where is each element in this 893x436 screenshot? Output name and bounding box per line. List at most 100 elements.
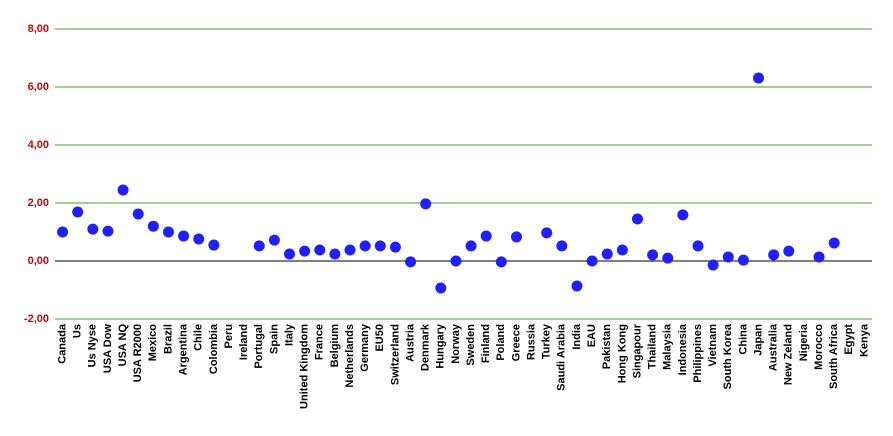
x-tick-label: India (571, 323, 583, 350)
dot (344, 244, 356, 256)
dot (586, 255, 598, 267)
y-tick-label: 4,00 (28, 139, 49, 151)
dot (571, 280, 583, 292)
dot (117, 184, 129, 196)
x-tick-label: France (314, 324, 326, 360)
x-tick-label: Russia (525, 323, 537, 360)
x-tick-label: Kenya (858, 323, 870, 357)
x-tick-label: Morocco (813, 324, 825, 370)
x-tick-label: New Zeland (783, 324, 795, 385)
x-tick-label: Hungary (435, 323, 447, 369)
dot (314, 244, 326, 256)
dot (480, 230, 492, 242)
dot (631, 213, 643, 225)
dot (193, 233, 205, 245)
x-tick-label: Turkey (541, 323, 553, 359)
dot (374, 240, 386, 252)
dot (147, 220, 159, 232)
x-tick-label: Peru (223, 324, 235, 348)
y-tick-label: 8,00 (28, 23, 49, 35)
x-tick-label: Portugal (253, 324, 265, 369)
dot (72, 206, 84, 218)
x-tick-label: Switzerland (389, 324, 401, 385)
x-tick-label: Finland (480, 324, 492, 363)
x-tick-label: Denmark (420, 323, 432, 371)
dot (647, 249, 659, 261)
x-tick-label: Indonesia (677, 323, 689, 375)
x-tick-label: Argentina (178, 323, 190, 375)
dot (601, 248, 613, 260)
dot (57, 226, 69, 238)
x-tick-label: Sweden (465, 324, 477, 366)
x-tick-label: Us Nyse (87, 324, 99, 367)
y-tick-label: -2,00 (24, 313, 49, 325)
x-tick-label: EU50 (374, 324, 386, 352)
dot (828, 237, 840, 249)
dot (556, 240, 568, 252)
x-tick-label: Mexico (147, 324, 159, 362)
dot (132, 208, 144, 220)
dot (405, 256, 417, 268)
dot (268, 234, 280, 246)
dot (692, 240, 704, 252)
dot (389, 241, 401, 253)
x-tick-label: Thailand (647, 324, 659, 369)
x-tick-label: Chile (193, 324, 205, 351)
x-tick-label: Spain (268, 324, 280, 354)
x-tick-label: Canada (56, 323, 68, 364)
dot (662, 252, 674, 264)
x-tick-label: Colombia (208, 323, 220, 374)
x-tick-label: Singapour (631, 323, 643, 378)
dot (359, 240, 371, 252)
dot (299, 245, 311, 257)
dot (753, 72, 765, 84)
dot (768, 249, 780, 261)
x-tick-label: Brazil (162, 324, 174, 354)
x-tick-label: Belgium (329, 324, 341, 368)
x-tick-label: Australia (768, 323, 780, 371)
x-tick-label: Nigeria (798, 323, 810, 361)
x-tick-label: Netherlands (344, 324, 356, 388)
x-tick-label: Saudi Arabia (556, 323, 568, 391)
y-tick-label: 2,00 (28, 197, 49, 209)
x-tick-label: USA R2000 (132, 324, 144, 382)
dot (329, 248, 341, 260)
dot (722, 251, 734, 263)
dot (208, 239, 220, 251)
dot (253, 240, 265, 252)
dot (813, 251, 825, 263)
x-tick-label: Egypt (843, 324, 855, 355)
dot (510, 231, 522, 243)
x-tick-label: EAU (586, 324, 598, 347)
dot (495, 256, 507, 268)
y-tick-label: 0,00 (28, 255, 49, 267)
x-tick-label: USA NQ (117, 324, 129, 367)
x-tick-label: Pakistan (601, 324, 613, 370)
x-tick-label: Austria (404, 323, 416, 362)
x-tick-label: China (737, 323, 749, 354)
x-tick-label: South Africa (828, 323, 840, 389)
x-tick-label: Greece (510, 324, 522, 361)
dot (178, 230, 190, 242)
dot (102, 225, 114, 237)
dot (465, 240, 477, 252)
x-tick-label: Us (72, 324, 84, 338)
dot (162, 226, 174, 238)
x-tick-label: Norway (450, 323, 462, 364)
dot (677, 209, 689, 221)
dot (783, 245, 795, 257)
dot (284, 248, 296, 260)
x-tick-label: USA Dow (102, 324, 114, 374)
dot (87, 223, 99, 235)
x-tick-label: Germany (359, 323, 371, 372)
x-tick-label: South Korea (722, 323, 734, 389)
x-tick-label: Hong Kong (616, 324, 628, 383)
y-tick-label: 6,00 (28, 81, 49, 93)
dot (450, 255, 462, 267)
x-tick-label: Vietnam (707, 324, 719, 367)
x-tick-label: United Kingdom (299, 324, 311, 409)
dot (737, 254, 749, 266)
x-tick-label: Japan (752, 324, 764, 356)
dot (616, 244, 628, 256)
